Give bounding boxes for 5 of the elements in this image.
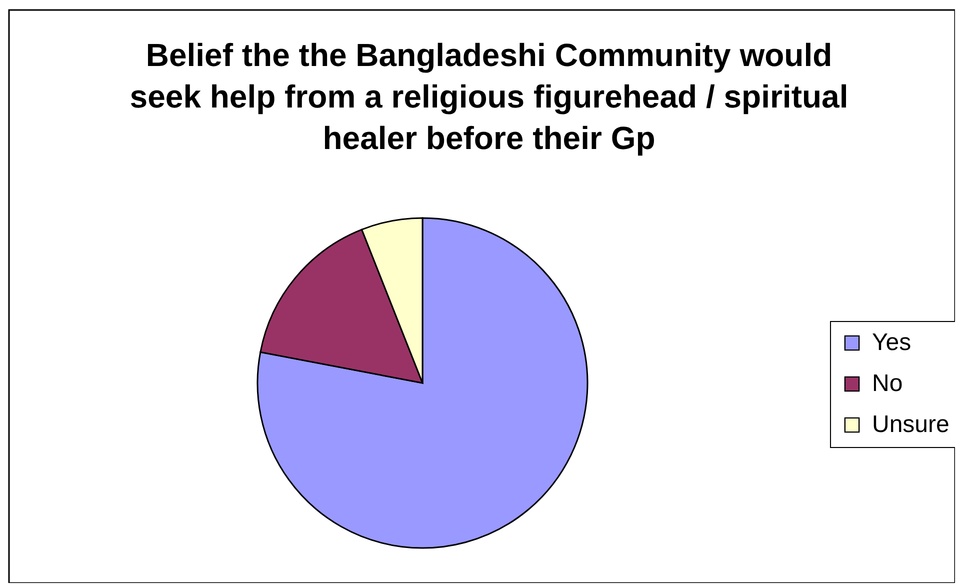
legend-label: No [872, 370, 903, 397]
pie-slice [257, 217, 588, 549]
legend-label: Unsure [872, 411, 950, 438]
chart-title: Belief the the Bangladeshi Community would seek help from a religious figurehead / spiritual healer before their Gp [130, 37, 848, 156]
legend-label: Yes [872, 329, 912, 356]
